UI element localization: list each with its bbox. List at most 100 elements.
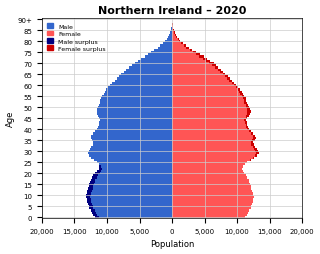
Bar (106, 89, 172, 91)
Bar (172, 26, 173, 28)
Bar (92, 157, 172, 159)
Bar (166, 39, 172, 41)
Bar (245, 124, 247, 126)
Bar (246, 115, 249, 118)
Bar (181, 43, 183, 45)
Bar (250, 131, 252, 133)
Bar (90, 181, 95, 183)
Bar (99, 168, 172, 170)
Bar (252, 144, 254, 146)
Bar (172, 164, 245, 166)
Bar (93, 174, 98, 177)
Bar (126, 69, 172, 72)
Bar (240, 93, 243, 96)
Bar (97, 111, 172, 113)
Bar (89, 183, 94, 185)
Bar (89, 183, 172, 185)
Bar (246, 126, 248, 129)
Bar (89, 155, 172, 157)
Bar (172, 74, 225, 76)
Bar (172, 216, 245, 218)
Bar (86, 194, 172, 196)
Bar (172, 107, 250, 109)
Bar (236, 87, 238, 89)
Bar (172, 177, 247, 179)
Bar (91, 210, 95, 212)
Bar (89, 185, 93, 188)
Bar (121, 74, 172, 76)
Bar (172, 185, 251, 188)
Bar (124, 72, 172, 74)
Bar (172, 39, 179, 41)
Bar (172, 129, 249, 131)
Bar (97, 109, 172, 111)
Bar (245, 104, 248, 107)
Bar (172, 115, 249, 118)
Bar (172, 135, 255, 137)
Bar (172, 120, 246, 122)
Bar (172, 168, 242, 170)
Bar (172, 172, 244, 174)
Bar (99, 122, 172, 124)
Bar (176, 37, 177, 39)
Bar (117, 78, 172, 80)
Bar (174, 32, 175, 34)
Bar (170, 32, 172, 34)
Bar (172, 170, 243, 172)
Bar (254, 148, 257, 150)
Bar (87, 190, 172, 192)
Bar (196, 54, 200, 56)
Bar (101, 98, 172, 100)
Bar (172, 96, 244, 98)
Bar (172, 78, 230, 80)
Bar (93, 174, 172, 177)
Bar (223, 74, 225, 76)
Bar (92, 135, 172, 137)
Bar (206, 61, 211, 63)
Bar (87, 201, 92, 203)
Bar (100, 102, 172, 104)
Bar (95, 216, 172, 218)
Bar (160, 45, 172, 47)
Bar (171, 28, 172, 30)
Title: Northern Ireland – 2020: Northern Ireland – 2020 (98, 6, 246, 15)
Bar (234, 85, 236, 87)
Bar (244, 102, 247, 104)
Bar (95, 216, 99, 218)
Bar (253, 157, 254, 159)
Bar (172, 91, 242, 93)
Bar (172, 61, 211, 63)
Bar (173, 30, 174, 32)
Bar (218, 69, 221, 72)
Bar (172, 148, 257, 150)
Bar (255, 150, 258, 153)
Bar (172, 214, 247, 216)
Bar (115, 80, 172, 83)
Bar (172, 192, 253, 194)
Bar (86, 194, 91, 196)
Bar (100, 120, 172, 122)
Bar (172, 111, 251, 113)
Bar (88, 188, 93, 190)
Bar (163, 43, 172, 45)
Bar (247, 111, 251, 113)
Bar (89, 185, 172, 188)
Bar (172, 159, 251, 161)
Bar (172, 144, 254, 146)
Bar (245, 118, 247, 120)
Bar (172, 124, 247, 126)
Bar (93, 142, 172, 144)
Bar (172, 196, 254, 199)
Bar (172, 26, 173, 28)
Bar (172, 199, 253, 201)
Bar (172, 104, 248, 107)
Bar (132, 65, 172, 67)
Bar (89, 150, 172, 153)
Bar (93, 133, 172, 135)
Bar (184, 45, 186, 47)
Bar (172, 153, 259, 155)
Bar (239, 91, 242, 93)
Bar (87, 190, 92, 192)
Bar (178, 39, 179, 41)
Bar (172, 150, 258, 153)
